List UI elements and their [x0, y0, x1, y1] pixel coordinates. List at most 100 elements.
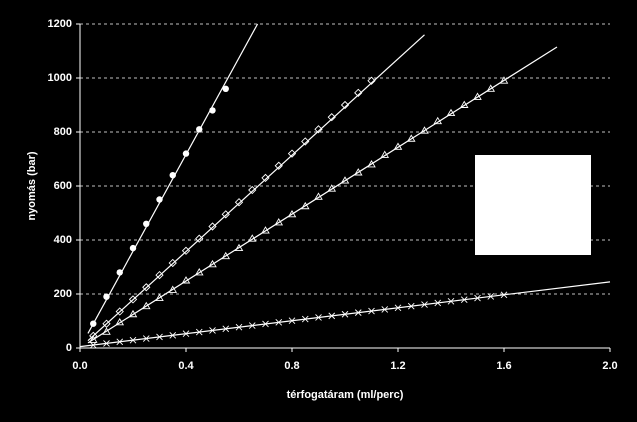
point: [103, 293, 110, 300]
point: [261, 173, 270, 183]
point: [487, 293, 495, 300]
point: [315, 314, 322, 321]
point: [209, 327, 216, 334]
point: [142, 283, 151, 292]
point: [421, 301, 428, 308]
point: [222, 325, 230, 333]
y-tick-label: 800: [54, 126, 72, 138]
point: [115, 307, 124, 316]
point: [420, 126, 429, 134]
fit-line: [87, 23, 259, 334]
point: [262, 320, 269, 328]
point: [328, 312, 336, 320]
point: [221, 251, 231, 260]
point: [340, 176, 350, 184]
x-tick-label: 1.2: [390, 360, 405, 372]
point: [474, 294, 481, 302]
point: [327, 113, 336, 122]
point: [142, 335, 150, 342]
point: [393, 142, 403, 150]
point: [314, 125, 323, 134]
point: [433, 116, 443, 125]
point: [274, 161, 283, 170]
point: [196, 126, 203, 133]
point: [194, 268, 204, 276]
point: [209, 107, 216, 114]
point: [129, 244, 137, 252]
y-tick-label: 0: [66, 342, 72, 354]
point: [300, 201, 310, 210]
y-tick-label: 1200: [48, 18, 72, 30]
point: [89, 341, 97, 349]
point: [221, 210, 230, 219]
x-tick-label: 2.0: [602, 360, 617, 372]
point: [208, 222, 217, 231]
point: [394, 304, 402, 312]
point: [115, 317, 125, 326]
point: [287, 209, 297, 218]
x-axis-label: térfogatáram (ml/perc): [287, 389, 404, 401]
point: [406, 134, 416, 142]
point: [222, 85, 229, 93]
point: [88, 335, 98, 343]
point: [143, 220, 150, 227]
point: [156, 333, 163, 341]
point: [102, 319, 111, 328]
point: [367, 160, 376, 168]
point: [90, 320, 97, 327]
point: [353, 168, 363, 176]
point: [459, 100, 469, 108]
point: [169, 331, 177, 339]
point: [460, 296, 468, 303]
point: [128, 295, 138, 304]
fit-line: [87, 34, 425, 342]
point: [380, 150, 390, 158]
point: [447, 297, 455, 305]
point: [155, 270, 164, 280]
y-tick-label: 1000: [48, 72, 72, 84]
point: [168, 285, 178, 293]
point: [116, 338, 124, 346]
point: [248, 185, 257, 195]
y-tick-label: 600: [54, 180, 72, 192]
point: [129, 336, 137, 344]
point: [195, 234, 204, 243]
legend-box: [475, 155, 591, 255]
point: [155, 293, 164, 301]
point: [301, 137, 310, 146]
point: [235, 323, 243, 331]
point: [234, 198, 244, 207]
point: [367, 76, 376, 85]
point: [301, 315, 309, 323]
point: [181, 246, 191, 255]
point: [500, 291, 508, 299]
point: [473, 92, 482, 100]
point: [381, 306, 389, 313]
point: [275, 319, 283, 326]
point: [234, 243, 244, 252]
x-tick-label: 0.0: [72, 360, 87, 372]
point: [102, 327, 111, 335]
point: [446, 108, 456, 117]
point: [248, 322, 256, 329]
x-tick-label: 0.4: [178, 360, 194, 372]
y-tick-label: 200: [54, 288, 72, 300]
point: [169, 172, 176, 179]
point: [486, 84, 496, 92]
point: [182, 330, 190, 338]
point: [354, 309, 362, 316]
point: [407, 302, 415, 310]
point: [208, 259, 217, 268]
point: [156, 196, 163, 203]
y-axis-label: nyomás (bar): [26, 151, 38, 220]
point: [274, 218, 284, 226]
point: [434, 299, 442, 307]
point: [368, 307, 375, 315]
y-tick-label: 400: [54, 234, 72, 246]
point: [116, 269, 123, 276]
point: [141, 301, 151, 310]
point: [247, 234, 257, 242]
point: [288, 317, 296, 325]
x-tick-label: 0.8: [284, 360, 299, 372]
